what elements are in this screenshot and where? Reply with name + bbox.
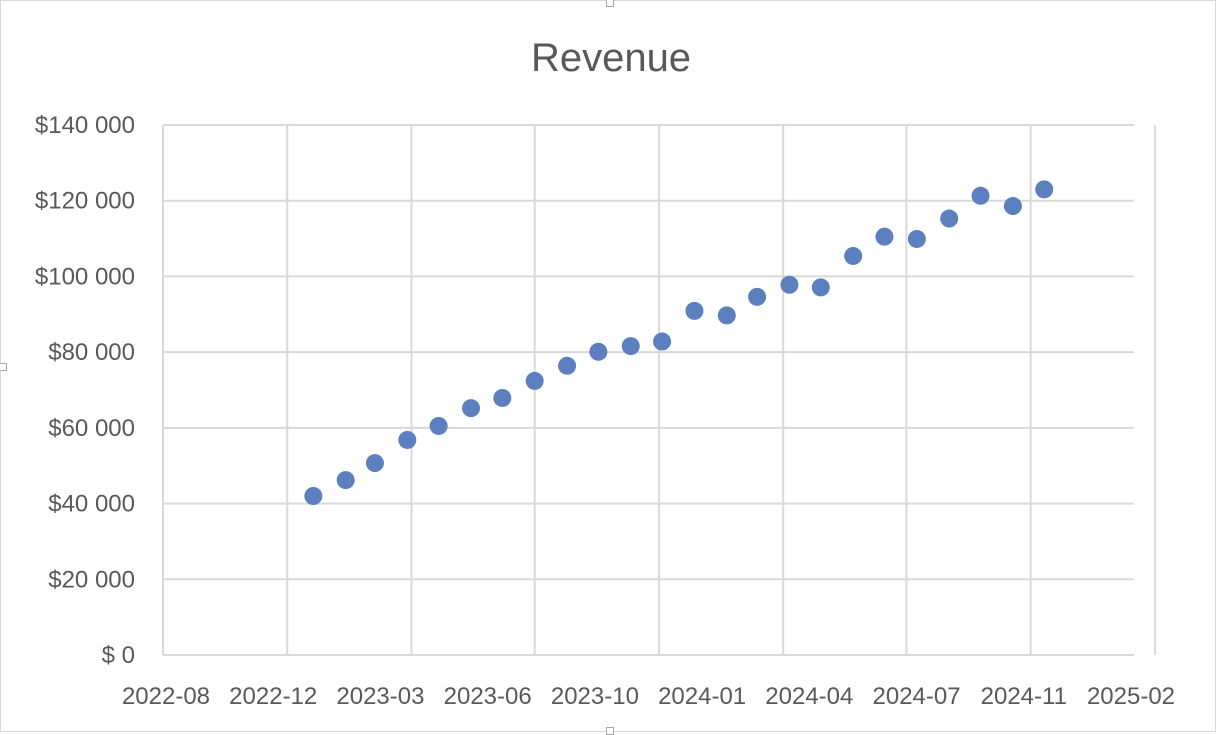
data-point <box>653 332 672 351</box>
x-tick-label: 2022-12 <box>229 683 317 710</box>
data-point <box>811 278 830 297</box>
y-tick-label: $ 0 <box>102 642 135 669</box>
y-tick-label: $80 000 <box>48 339 135 366</box>
x-tick-label: 2022-08 <box>122 683 210 710</box>
data-point <box>907 229 926 248</box>
data-point <box>398 430 417 449</box>
data-point <box>1035 180 1054 199</box>
data-point <box>940 209 959 228</box>
resize-handle-left[interactable] <box>0 363 7 371</box>
data-point <box>875 227 894 246</box>
data-point <box>365 454 384 473</box>
x-tick-label: 2025-02 <box>1087 683 1175 710</box>
y-tick-label: $120 000 <box>35 188 135 215</box>
data-point <box>462 399 481 418</box>
y-tick-label: $140 000 <box>35 112 135 139</box>
x-tick-label: 2023-10 <box>551 683 639 710</box>
chart-title: Revenue <box>531 36 691 80</box>
y-tick-label: $60 000 <box>48 415 135 442</box>
y-axis-tick-labels: $ 0 $20 000 $40 000 $60 000 $80 000 $100 000 $… <box>35 112 135 669</box>
data-point <box>685 301 704 320</box>
y-tick-label: $20 000 <box>48 566 135 593</box>
data-point <box>493 388 512 407</box>
data-point <box>336 471 355 490</box>
data-point <box>844 246 863 265</box>
x-tick-label: 2023-06 <box>444 683 532 710</box>
y-tick-label: $100 000 <box>35 263 135 290</box>
data-point <box>780 275 799 294</box>
resize-handle-top[interactable] <box>606 0 614 7</box>
x-tick-label: 2024-07 <box>873 683 961 710</box>
x-tick-label: 2024-04 <box>765 683 853 710</box>
data-point <box>525 371 544 390</box>
data-point <box>717 306 736 325</box>
data-point <box>748 287 767 306</box>
x-tick-label: 2024-01 <box>658 683 746 710</box>
data-point <box>304 487 323 505</box>
x-tick-label: 2023-03 <box>336 683 424 710</box>
data-point <box>971 186 990 205</box>
data-point <box>558 356 577 375</box>
x-axis-tick-labels: 2022-08 2022-12 2023-03 2023-06 2023-10 2024-… <box>122 683 1175 710</box>
y-tick-label: $40 000 <box>48 491 135 518</box>
data-point <box>589 342 608 361</box>
data-point <box>621 337 640 356</box>
data-point <box>429 416 448 435</box>
grid-lines <box>162 124 1156 656</box>
data-point <box>1003 197 1022 216</box>
x-tick-label: 2024-11 <box>981 683 1067 710</box>
data-points <box>304 180 1054 505</box>
